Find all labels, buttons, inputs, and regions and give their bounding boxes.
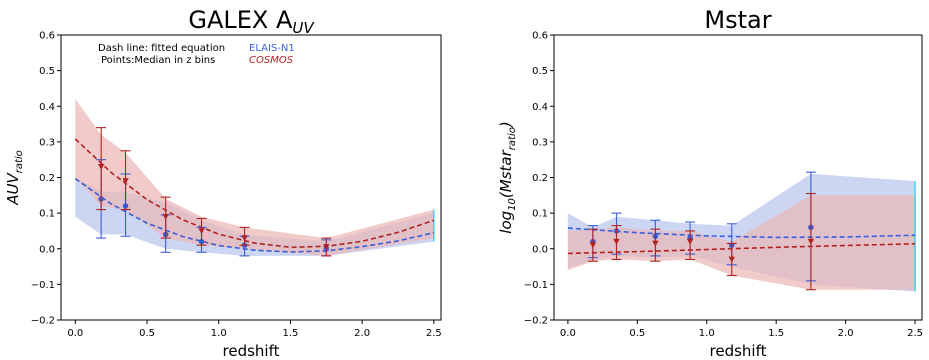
y-tick-label: 0.2 [532, 173, 548, 184]
chart-title: Mstar [704, 6, 771, 34]
y-tick-label: 0.1 [532, 209, 548, 220]
data-point-cosmos [241, 235, 248, 242]
data-point-cosmos [613, 238, 620, 245]
x-tick-label: 2.5 [907, 328, 923, 339]
y-tick-label: −0.2 [31, 316, 55, 327]
data-point-cosmos [198, 228, 205, 235]
x-tick-label: 0.5 [139, 328, 155, 339]
data-point-cosmos [122, 178, 129, 185]
y-tick-label: 0.5 [39, 66, 55, 77]
legend-elais-n1: ELAIS-N1 [249, 43, 295, 54]
x-tick-label: 0.5 [629, 328, 645, 339]
y-label-part: log [497, 211, 515, 234]
band-cosmos [567, 195, 916, 290]
y-tick-label: 0.5 [532, 66, 548, 77]
x-tick-label: 2.5 [426, 328, 442, 339]
annotation-points-note: Points:Median in z bins [101, 55, 215, 66]
errorbar-cosmos [685, 230, 696, 260]
y-tick-label: 0.4 [532, 102, 548, 113]
data-point-cosmos [323, 244, 330, 251]
title-part: GALEX A [188, 6, 293, 34]
y-tick-label: 0.0 [39, 244, 55, 255]
fit-line-elais-n1 [74, 177, 434, 253]
y-label-part: ) [497, 121, 515, 128]
y-label-sub: ratio [14, 150, 25, 173]
x-tick-label: 1.0 [211, 328, 227, 339]
data-point-cosmos [589, 242, 597, 249]
y-label-part: AUV [4, 172, 22, 206]
y-label-part: (Mstar [497, 149, 515, 198]
y-tick-label: 0.2 [39, 173, 55, 184]
y-tick-label: 0.4 [39, 102, 55, 113]
x-axis-label: redshift [710, 342, 767, 360]
x-axis-label: redshift [223, 342, 280, 360]
fit-line-cosmos [567, 243, 916, 255]
y-axis-label: AUVratio [4, 150, 25, 206]
y-tick-label: 0.1 [39, 209, 55, 220]
data-point-cosmos [652, 240, 659, 247]
panel-2: 0.0 0.5 1.0 1.5 2.0 2.5 −0.2 −0.1 0.0 0.1 0.2 0.3 0.… [497, 6, 923, 360]
x-tick-label: 0.0 [560, 328, 576, 339]
y-tick-label: 0.6 [39, 31, 55, 42]
y-label-sub: 10 [507, 198, 518, 211]
y-tick-label: 0.6 [532, 31, 548, 42]
x-tick-label: 0.0 [67, 328, 83, 339]
y-tick-label: 0.0 [532, 244, 548, 255]
data-point-cosmos [807, 238, 815, 245]
data-point-cosmos [728, 256, 735, 263]
data-point-cosmos [162, 213, 169, 220]
y-axis-label: log10(Mstarratio) [497, 121, 518, 233]
fit-line-elais-n1 [567, 227, 916, 239]
title-sub: UV [292, 19, 315, 37]
x-tick-label: 1.5 [282, 328, 298, 339]
legend-cosmos: COSMOS [249, 55, 294, 66]
chart-title: GALEX AUV [188, 6, 315, 37]
y-label-sub: ratio [507, 127, 518, 150]
y-tick-label: −0.1 [31, 280, 55, 291]
y-tick-label: −0.1 [524, 280, 548, 291]
panel-1: 0.0 0.5 1.0 1.5 2.0 2.5 −0.2 −0.1 0.0 0.1 0.2 0.3 0.… [4, 6, 442, 360]
y-tick-label: 0.3 [532, 137, 548, 148]
annotation-fit-note: Dash line: fitted equation [98, 43, 225, 54]
x-tick-label: 1.5 [768, 328, 784, 339]
data-point-cosmos [686, 238, 694, 245]
y-tick-label: 0.3 [39, 137, 55, 148]
data-point-cosmos [97, 164, 105, 171]
fit-line-cosmos [74, 138, 435, 249]
y-tick-label: −0.2 [524, 316, 548, 327]
x-tick-label: 2.0 [838, 328, 854, 339]
x-tick-label: 2.0 [354, 328, 370, 339]
x-tick-label: 1.0 [699, 328, 715, 339]
